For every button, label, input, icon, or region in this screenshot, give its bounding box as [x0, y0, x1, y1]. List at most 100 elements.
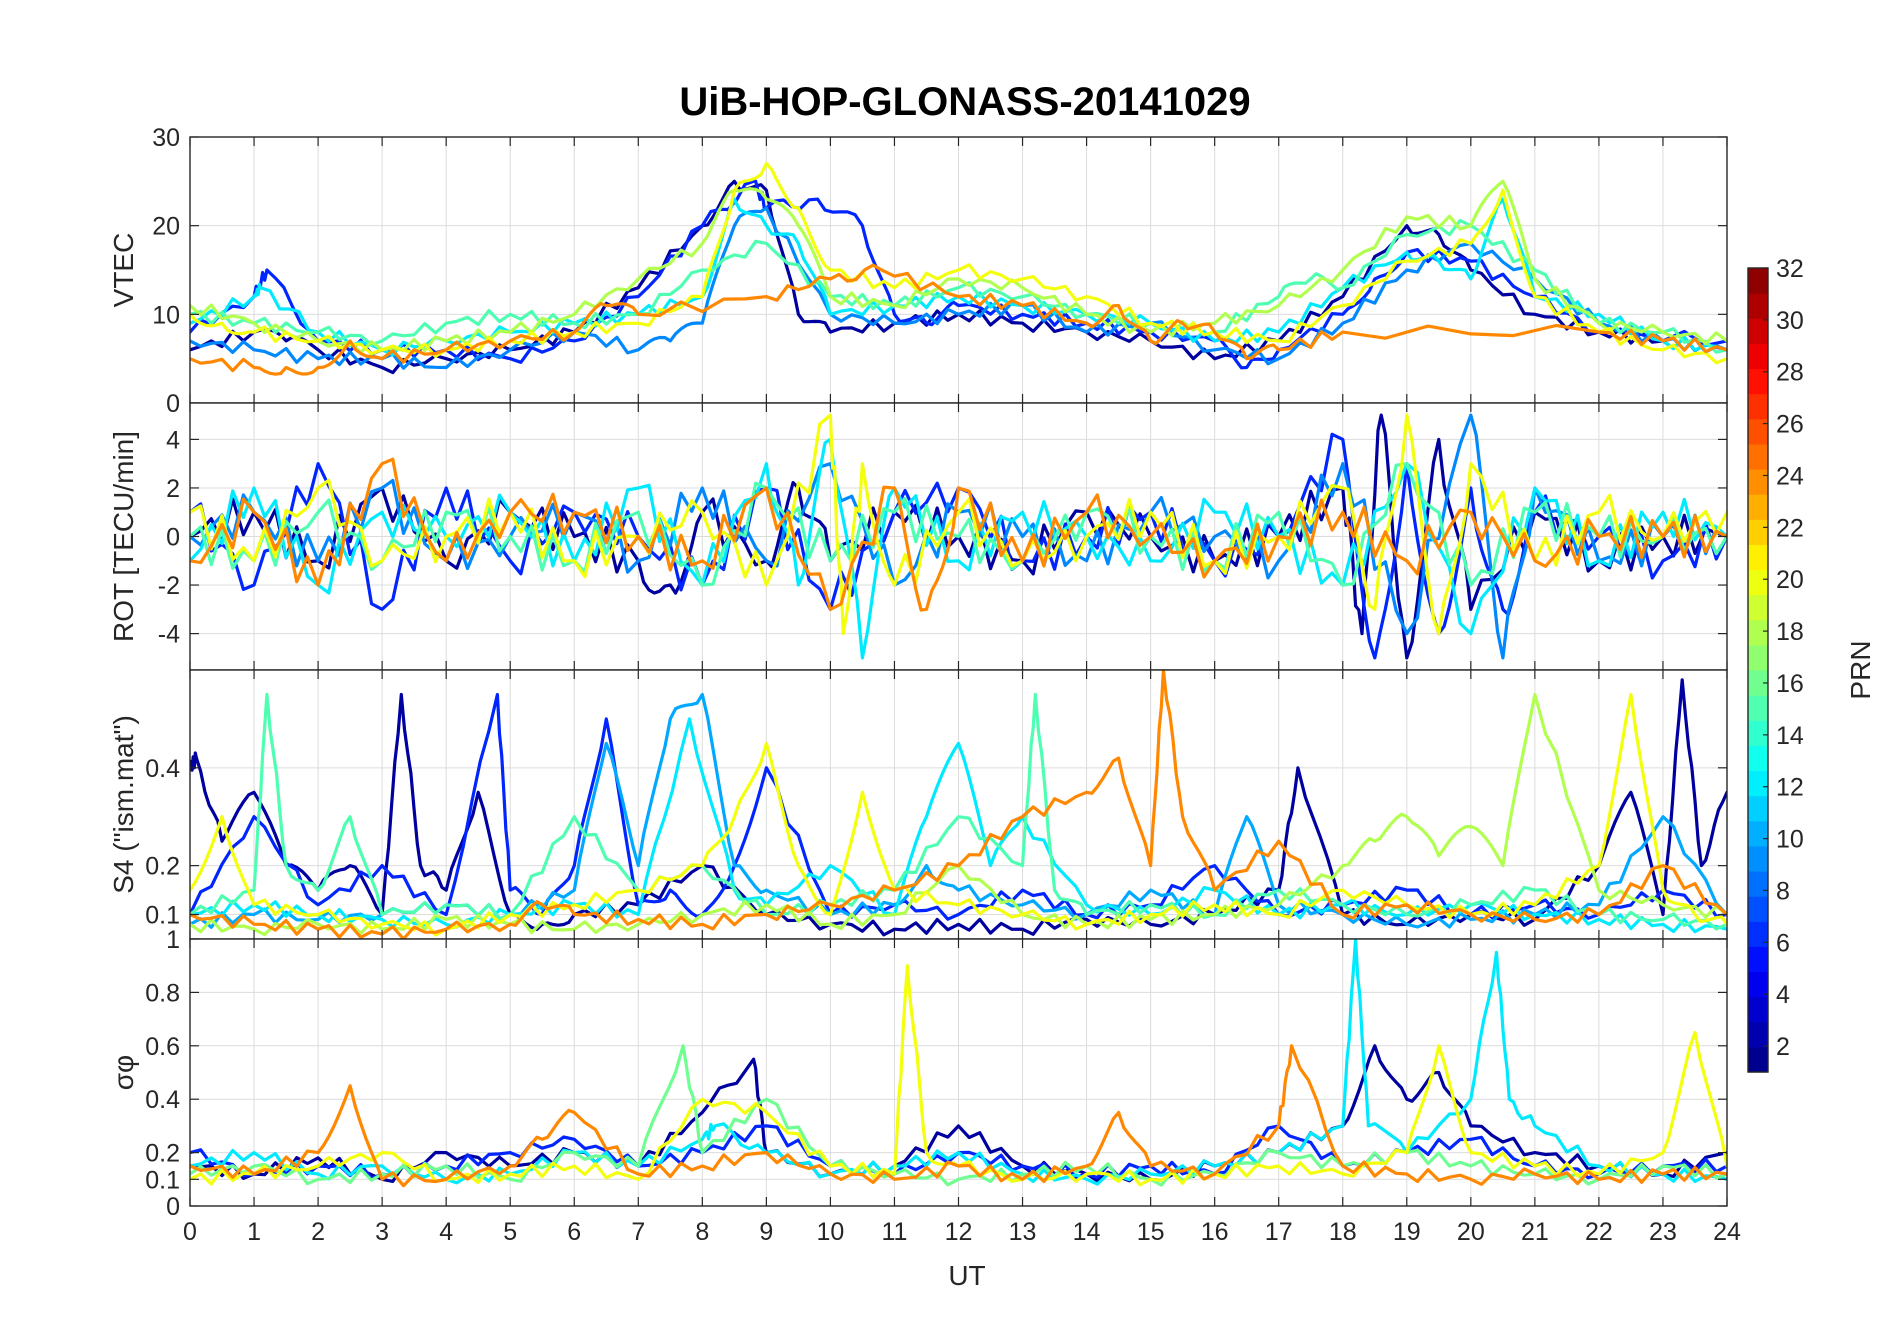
- x-tick-label: 24: [1713, 1218, 1741, 1246]
- y-tick-label: 0.2: [145, 853, 180, 881]
- colorbar-swatch: [1748, 494, 1768, 520]
- colorbar-swatch: [1748, 619, 1768, 646]
- colorbar-swatch: [1748, 644, 1768, 671]
- series-group: [190, 939, 1727, 1188]
- colorbar-tick-label: 20: [1776, 566, 1804, 594]
- series-prn-12: [190, 939, 1727, 1186]
- y-tick-label: 0.4: [145, 755, 180, 783]
- x-axis-label: UT: [948, 1260, 985, 1291]
- colorbar-swatch: [1748, 594, 1768, 621]
- series-group: [190, 670, 1727, 939]
- y-tick-label: 0.2: [145, 1140, 180, 1168]
- y-tick-label: 0: [166, 390, 180, 418]
- y-tick-label: 0.1: [145, 1166, 180, 1194]
- panel-vtec: 0 10 20 30 VTEC: [108, 124, 1728, 418]
- colorbar-swatch: [1748, 318, 1768, 344]
- series-prn-15: [190, 218, 1727, 354]
- colorbar-tick-label: 2: [1776, 1033, 1790, 1061]
- y-axis-label: S4 ("ism.mat"): [108, 715, 139, 894]
- x-tick-label: 18: [1329, 1218, 1357, 1246]
- x-tick-label: 19: [1393, 1218, 1421, 1246]
- panel-rot: -4 -2 0 2 4 ROT [TECU/min]: [108, 402, 1728, 671]
- x-tick-label: 12: [945, 1218, 973, 1246]
- x-tick-label: 7: [631, 1218, 645, 1246]
- series-prn-18: [190, 692, 1727, 937]
- series-prn-18: [190, 179, 1727, 355]
- y-tick-label: 0.1: [145, 902, 180, 930]
- y-axis-label: VTEC: [108, 233, 139, 308]
- colorbar-swatch: [1748, 293, 1768, 319]
- colorbar-label: PRN: [1845, 640, 1876, 699]
- x-tick-label: 20: [1457, 1218, 1485, 1246]
- colorbar-frame: [1747, 267, 1769, 1073]
- y-tick-label: 20: [152, 213, 180, 241]
- colorbar-tick-label: 12: [1776, 774, 1804, 802]
- x-tick-label: 1: [247, 1218, 261, 1246]
- y-tick-label: -4: [158, 621, 180, 649]
- series-prn-24: [190, 670, 1727, 939]
- colorbar-swatch: [1748, 443, 1768, 470]
- y-axis-label: σφ: [108, 1055, 139, 1090]
- colorbar-swatch: [1748, 1046, 1768, 1073]
- x-tick-label: 23: [1649, 1218, 1677, 1246]
- x-tick-label: 4: [439, 1218, 453, 1246]
- x-tick-label: 15: [1137, 1218, 1165, 1246]
- x-tick-label: 9: [759, 1218, 773, 1246]
- colorbar-tick-label: 8: [1776, 877, 1790, 905]
- series-group: [190, 413, 1727, 660]
- x-tick-label: 6: [567, 1218, 581, 1246]
- colorbar-swatch: [1748, 368, 1768, 395]
- colorbar-swatch: [1748, 845, 1768, 872]
- colorbar-swatch: [1748, 745, 1768, 772]
- colorbar-swatch: [1748, 770, 1768, 797]
- colorbar-swatch: [1748, 469, 1768, 495]
- colorbar-tick-label: 18: [1776, 618, 1804, 646]
- colorbar-swatch: [1748, 896, 1768, 922]
- series-prn-15: [190, 462, 1727, 587]
- colorbar-swatch: [1748, 720, 1768, 746]
- y-tick-label: 30: [152, 124, 180, 152]
- x-tick-label: 5: [503, 1218, 517, 1246]
- colorbar-tick-label: 28: [1776, 359, 1804, 387]
- colorbar-tick-label: 14: [1776, 722, 1804, 750]
- colorbar-swatch: [1748, 996, 1768, 1023]
- colorbar-swatch: [1748, 795, 1768, 822]
- x-tick-label: 8: [695, 1218, 709, 1246]
- y-tick-label: -2: [158, 572, 180, 600]
- series-prn-6: [190, 692, 1727, 921]
- colorbar-tick-label: 22: [1776, 514, 1804, 542]
- y-tick-label: 0.8: [145, 979, 180, 1007]
- colorbar-tick-label: 24: [1776, 462, 1804, 490]
- colorbar-swatch: [1748, 343, 1768, 370]
- series-prn-20: [190, 162, 1727, 365]
- chart-title: UiB-HOP-GLONASS-20141029: [679, 80, 1250, 124]
- x-tick-label: 22: [1585, 1218, 1613, 1246]
- colorbar-swatch: [1748, 544, 1768, 571]
- x-axis: 0 1 2 3 4 5 6 7 8 9 10 11 12 13 14 15 16 17 18 19 20 21 22 23 24: [183, 1218, 1741, 1246]
- colorbar-swatch: [1748, 1021, 1768, 1048]
- x-tick-label: 14: [1073, 1218, 1101, 1246]
- colorbar-swatch: [1748, 695, 1768, 721]
- series-prn-15: [190, 692, 1727, 931]
- x-tick-label: 3: [375, 1218, 389, 1246]
- y-tick-label: 1: [166, 926, 180, 954]
- colorbar-swatch: [1748, 921, 1768, 947]
- x-tick-label: 0: [183, 1218, 197, 1246]
- x-tick-label: 2: [311, 1218, 325, 1246]
- colorbar-swatch: [1748, 268, 1768, 294]
- x-tick-label: 11: [881, 1218, 907, 1246]
- series-prn-16: [190, 1044, 1727, 1187]
- colorbar-tick-label: 4: [1776, 981, 1790, 1009]
- colorbar-swatch: [1748, 946, 1768, 973]
- series-group: [190, 162, 1727, 376]
- colorbar-tick-label: 10: [1776, 826, 1804, 854]
- colorbar-swatch: [1748, 971, 1768, 998]
- colorbar-swatch: [1748, 569, 1768, 596]
- y-tick-label: 2: [166, 475, 180, 503]
- panel-s4: 0.1 0.2 0.4S4 ("ism.mat"): [108, 669, 1728, 940]
- series-prn-24: [190, 457, 1727, 612]
- colorbar-swatch: [1748, 670, 1768, 696]
- x-tick-label: 16: [1201, 1218, 1229, 1246]
